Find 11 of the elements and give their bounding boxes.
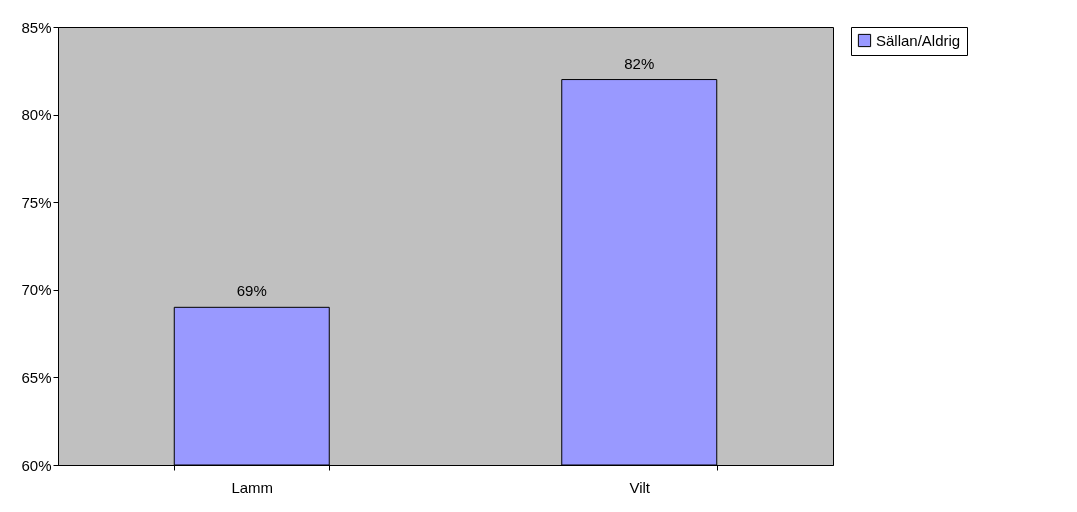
y-tick-label: 60% [21, 456, 52, 474]
text: 69% [236, 282, 267, 300]
y-tick-label: 75% [21, 193, 52, 211]
x-tick-label: Vilt [629, 478, 651, 496]
y-tick-label: 80% [21, 106, 52, 124]
text: 82% [624, 54, 655, 72]
y-tick-label: 70% [21, 281, 52, 299]
y-tick-label: 85% [21, 18, 52, 36]
y-tick-label: 65% [21, 368, 52, 386]
legend-label: Sällan/Aldrig [876, 31, 961, 49]
x-tick-label: Lamm [231, 478, 274, 496]
